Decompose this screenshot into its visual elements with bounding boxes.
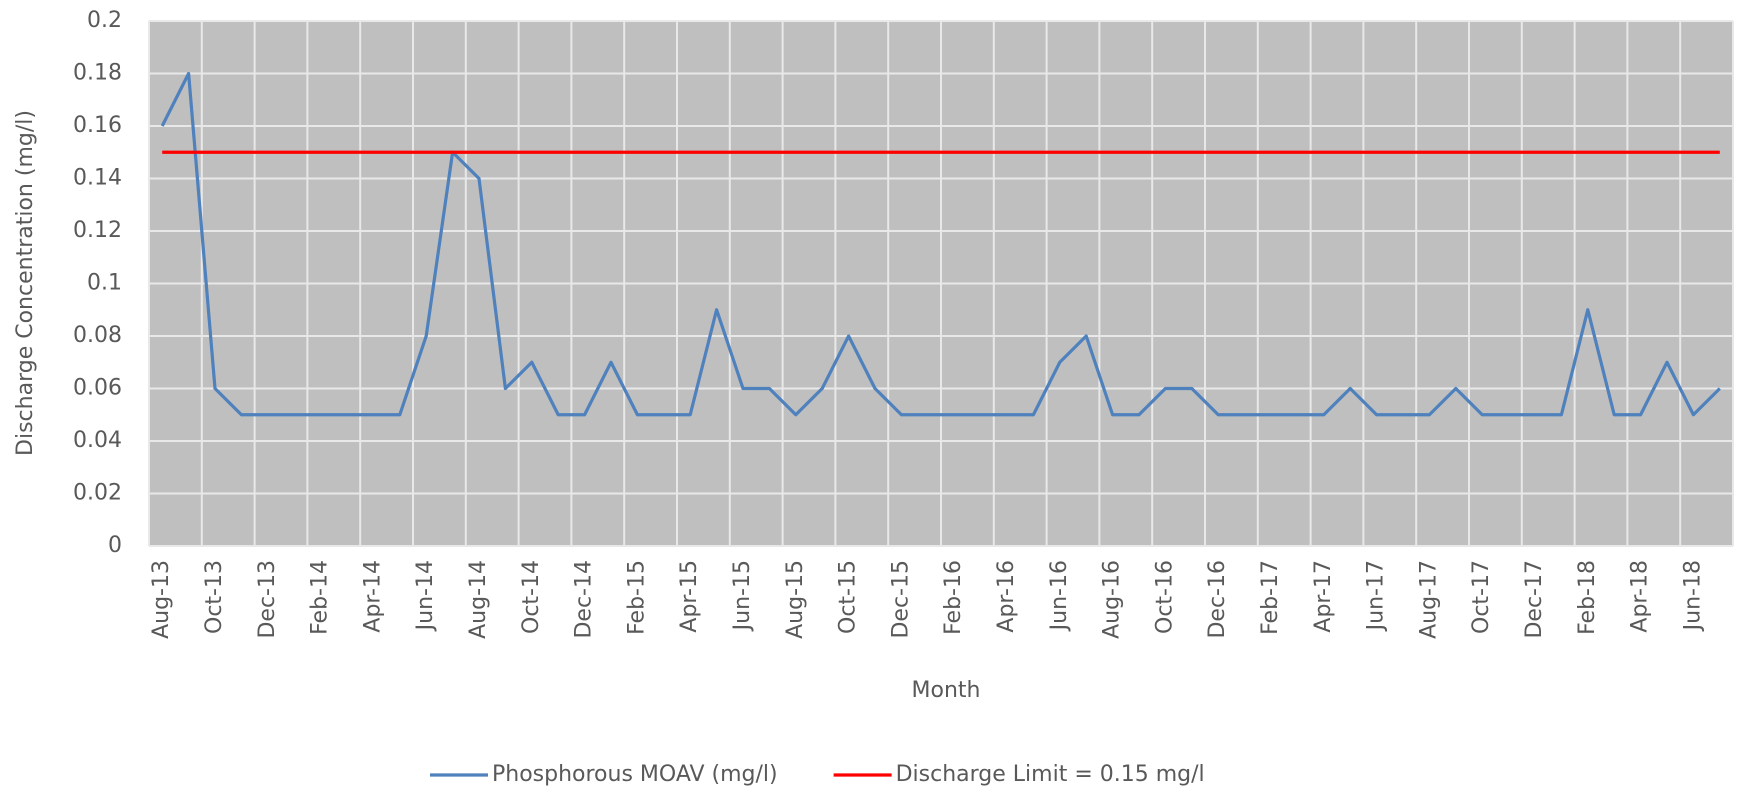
- y-tick-label: 0.08: [73, 323, 122, 348]
- y-tick-label: 0.06: [73, 376, 122, 401]
- y-tick-label: 0.14: [73, 166, 122, 191]
- x-tick-label: Dec-16: [1205, 560, 1230, 639]
- y-tick-label: 0.16: [73, 113, 122, 138]
- x-tick-label: Jun-14: [413, 560, 438, 632]
- legend-label: Phosphorous MOAV (mg/l): [492, 762, 778, 787]
- x-tick-label: Aug-16: [1100, 560, 1125, 639]
- x-tick-label: Dec-14: [572, 560, 597, 639]
- x-tick-label: Jun-18: [1680, 560, 1705, 632]
- y-tick-label: 0.1: [87, 271, 122, 296]
- x-tick-label: Oct-17: [1469, 560, 1494, 634]
- x-tick-label: Oct-13: [202, 560, 227, 634]
- x-tick-label: Apr-17: [1311, 560, 1336, 633]
- x-tick-label: Aug-13: [149, 560, 174, 639]
- y-tick-label: 0.02: [73, 481, 122, 506]
- x-tick-label: Dec-15: [888, 560, 913, 639]
- y-tick-label: 0.04: [73, 428, 122, 453]
- x-tick-label: Feb-15: [624, 560, 649, 635]
- x-tick-label: Jun-17: [1364, 560, 1389, 632]
- x-axis-label: Month: [912, 678, 981, 703]
- legend-label: Discharge Limit = 0.15 mg/l: [896, 762, 1205, 787]
- x-tick-label: Apr-16: [994, 560, 1019, 633]
- x-tick-label: Jun-15: [730, 560, 755, 632]
- x-tick-label: Oct-16: [1152, 560, 1177, 634]
- y-axis-label: Discharge Concentration (mg/l): [13, 110, 38, 456]
- y-tick-label: 0.12: [73, 218, 122, 243]
- x-tick-label: Aug-15: [783, 560, 808, 639]
- x-tick-label: Feb-17: [1258, 560, 1283, 635]
- x-tick-label: Feb-16: [941, 560, 966, 635]
- x-tick-label: Dec-13: [255, 560, 280, 639]
- x-tick-label: Apr-14: [360, 560, 385, 633]
- x-tick-label: Jun-16: [1047, 560, 1072, 632]
- y-tick-label: 0.2: [87, 8, 122, 33]
- y-tick-label: 0: [108, 533, 122, 558]
- x-tick-label: Aug-14: [466, 560, 491, 639]
- x-tick-label: Feb-18: [1575, 560, 1600, 635]
- x-tick-label: Dec-17: [1522, 560, 1547, 639]
- x-tick-label: Oct-14: [519, 560, 544, 634]
- y-tick-label: 0.18: [73, 61, 122, 86]
- x-tick-label: Feb-14: [308, 560, 333, 635]
- x-tick-label: Aug-17: [1416, 560, 1441, 639]
- x-tick-label: Apr-18: [1628, 560, 1653, 633]
- x-tick-label: Oct-15: [836, 560, 861, 634]
- data-line: [160, 71, 1721, 417]
- x-tick-label: Apr-15: [677, 560, 702, 633]
